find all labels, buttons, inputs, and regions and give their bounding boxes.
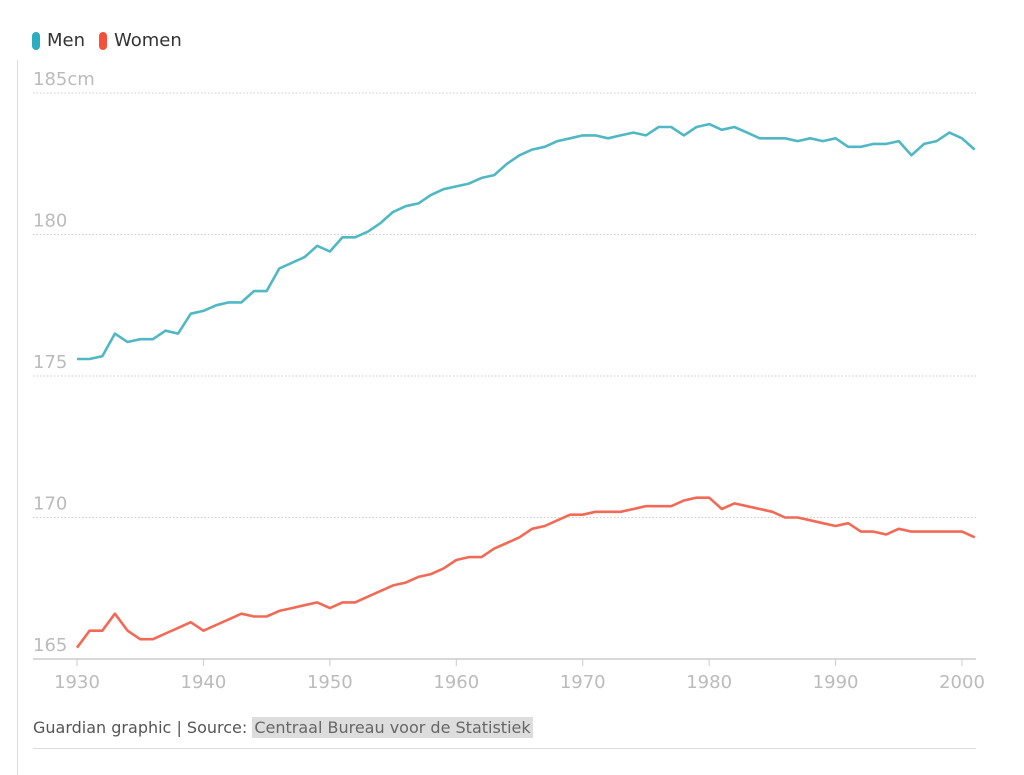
y-tick-label: 180 — [33, 211, 67, 232]
legend-label-men: Men — [47, 30, 86, 51]
x-tick-label: 1940 — [181, 672, 227, 693]
footer-divider — [33, 748, 976, 749]
y-tick-label: 175 — [33, 352, 67, 373]
credit-text: Guardian graphic | Source: — [33, 718, 253, 737]
x-tick-label: 1970 — [560, 672, 606, 693]
x-tick-label: 1980 — [686, 672, 732, 693]
x-tick-label: 2000 — [939, 672, 985, 693]
legend-item-women: Women — [99, 30, 182, 51]
legend-item-men: Men — [32, 30, 85, 51]
y-tick-label: 185cm — [33, 69, 95, 90]
legend-label-women: Women — [114, 30, 182, 51]
x-tick-label: 1930 — [54, 672, 100, 693]
legend: Men Women — [32, 30, 196, 51]
source-link[interactable]: Centraal Bureau voor de Statistiek — [252, 717, 533, 738]
women-swatch-icon — [99, 31, 108, 50]
footer: Guardian graphic | Source: Centraal Bure… — [33, 717, 533, 738]
x-tick-label: 1990 — [813, 672, 859, 693]
y-tick-label: 165 — [33, 635, 67, 656]
x-tick-label: 1950 — [307, 672, 353, 693]
x-tick-label: 1960 — [433, 672, 479, 693]
series-line-women — [75, 496, 976, 649]
men-swatch-icon — [32, 31, 40, 50]
left-border — [17, 60, 18, 775]
series-line-men — [77, 122, 976, 361]
y-tick-label: 170 — [33, 494, 67, 515]
